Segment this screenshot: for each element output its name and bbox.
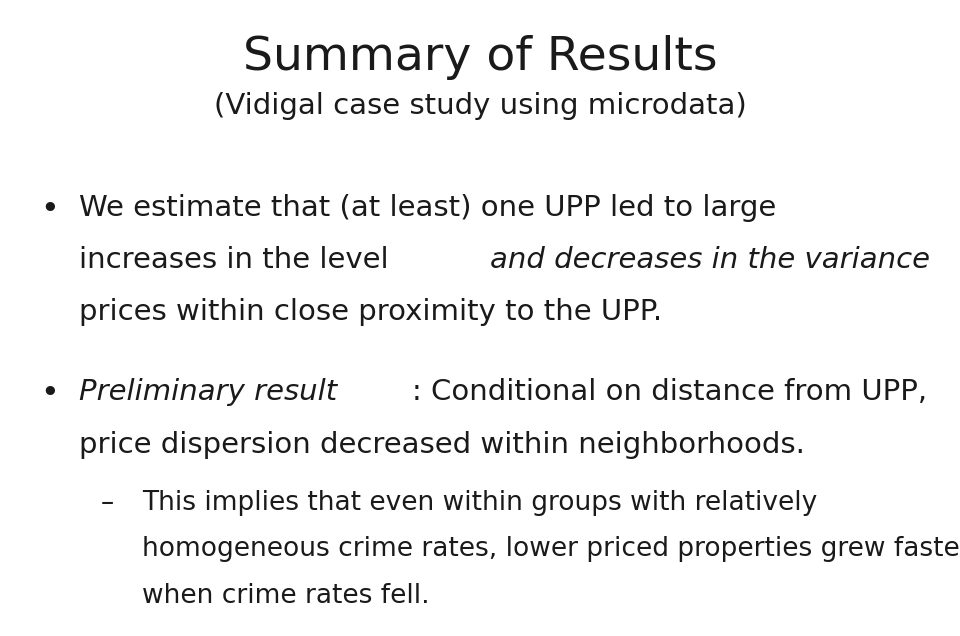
Text: prices within close proximity to the UPP.: prices within close proximity to the UPP… — [79, 298, 661, 326]
Text: : Conditional on distance from UPP,: : Conditional on distance from UPP, — [412, 378, 927, 406]
Text: •: • — [40, 194, 60, 225]
Text: •: • — [40, 378, 60, 410]
Text: increases in the level: increases in the level — [79, 246, 397, 274]
Text: price dispersion decreased within neighborhoods.: price dispersion decreased within neighb… — [79, 431, 804, 459]
Text: We estimate that (at least) one UPP led to large: We estimate that (at least) one UPP led … — [79, 194, 776, 222]
Text: (Vidigal case study using microdata): (Vidigal case study using microdata) — [214, 92, 746, 120]
Text: –: – — [101, 490, 114, 516]
Text: This implies that even within groups with relatively: This implies that even within groups wit… — [142, 490, 817, 516]
Text: homogeneous crime rates, lower priced properties grew faster: homogeneous crime rates, lower priced pr… — [142, 536, 960, 562]
Text: Summary of Results: Summary of Results — [243, 35, 717, 80]
Text: and decreases in the variance: and decreases in the variance — [491, 246, 930, 274]
Text: Preliminary result: Preliminary result — [79, 378, 337, 406]
Text: when crime rates fell.: when crime rates fell. — [142, 583, 430, 609]
